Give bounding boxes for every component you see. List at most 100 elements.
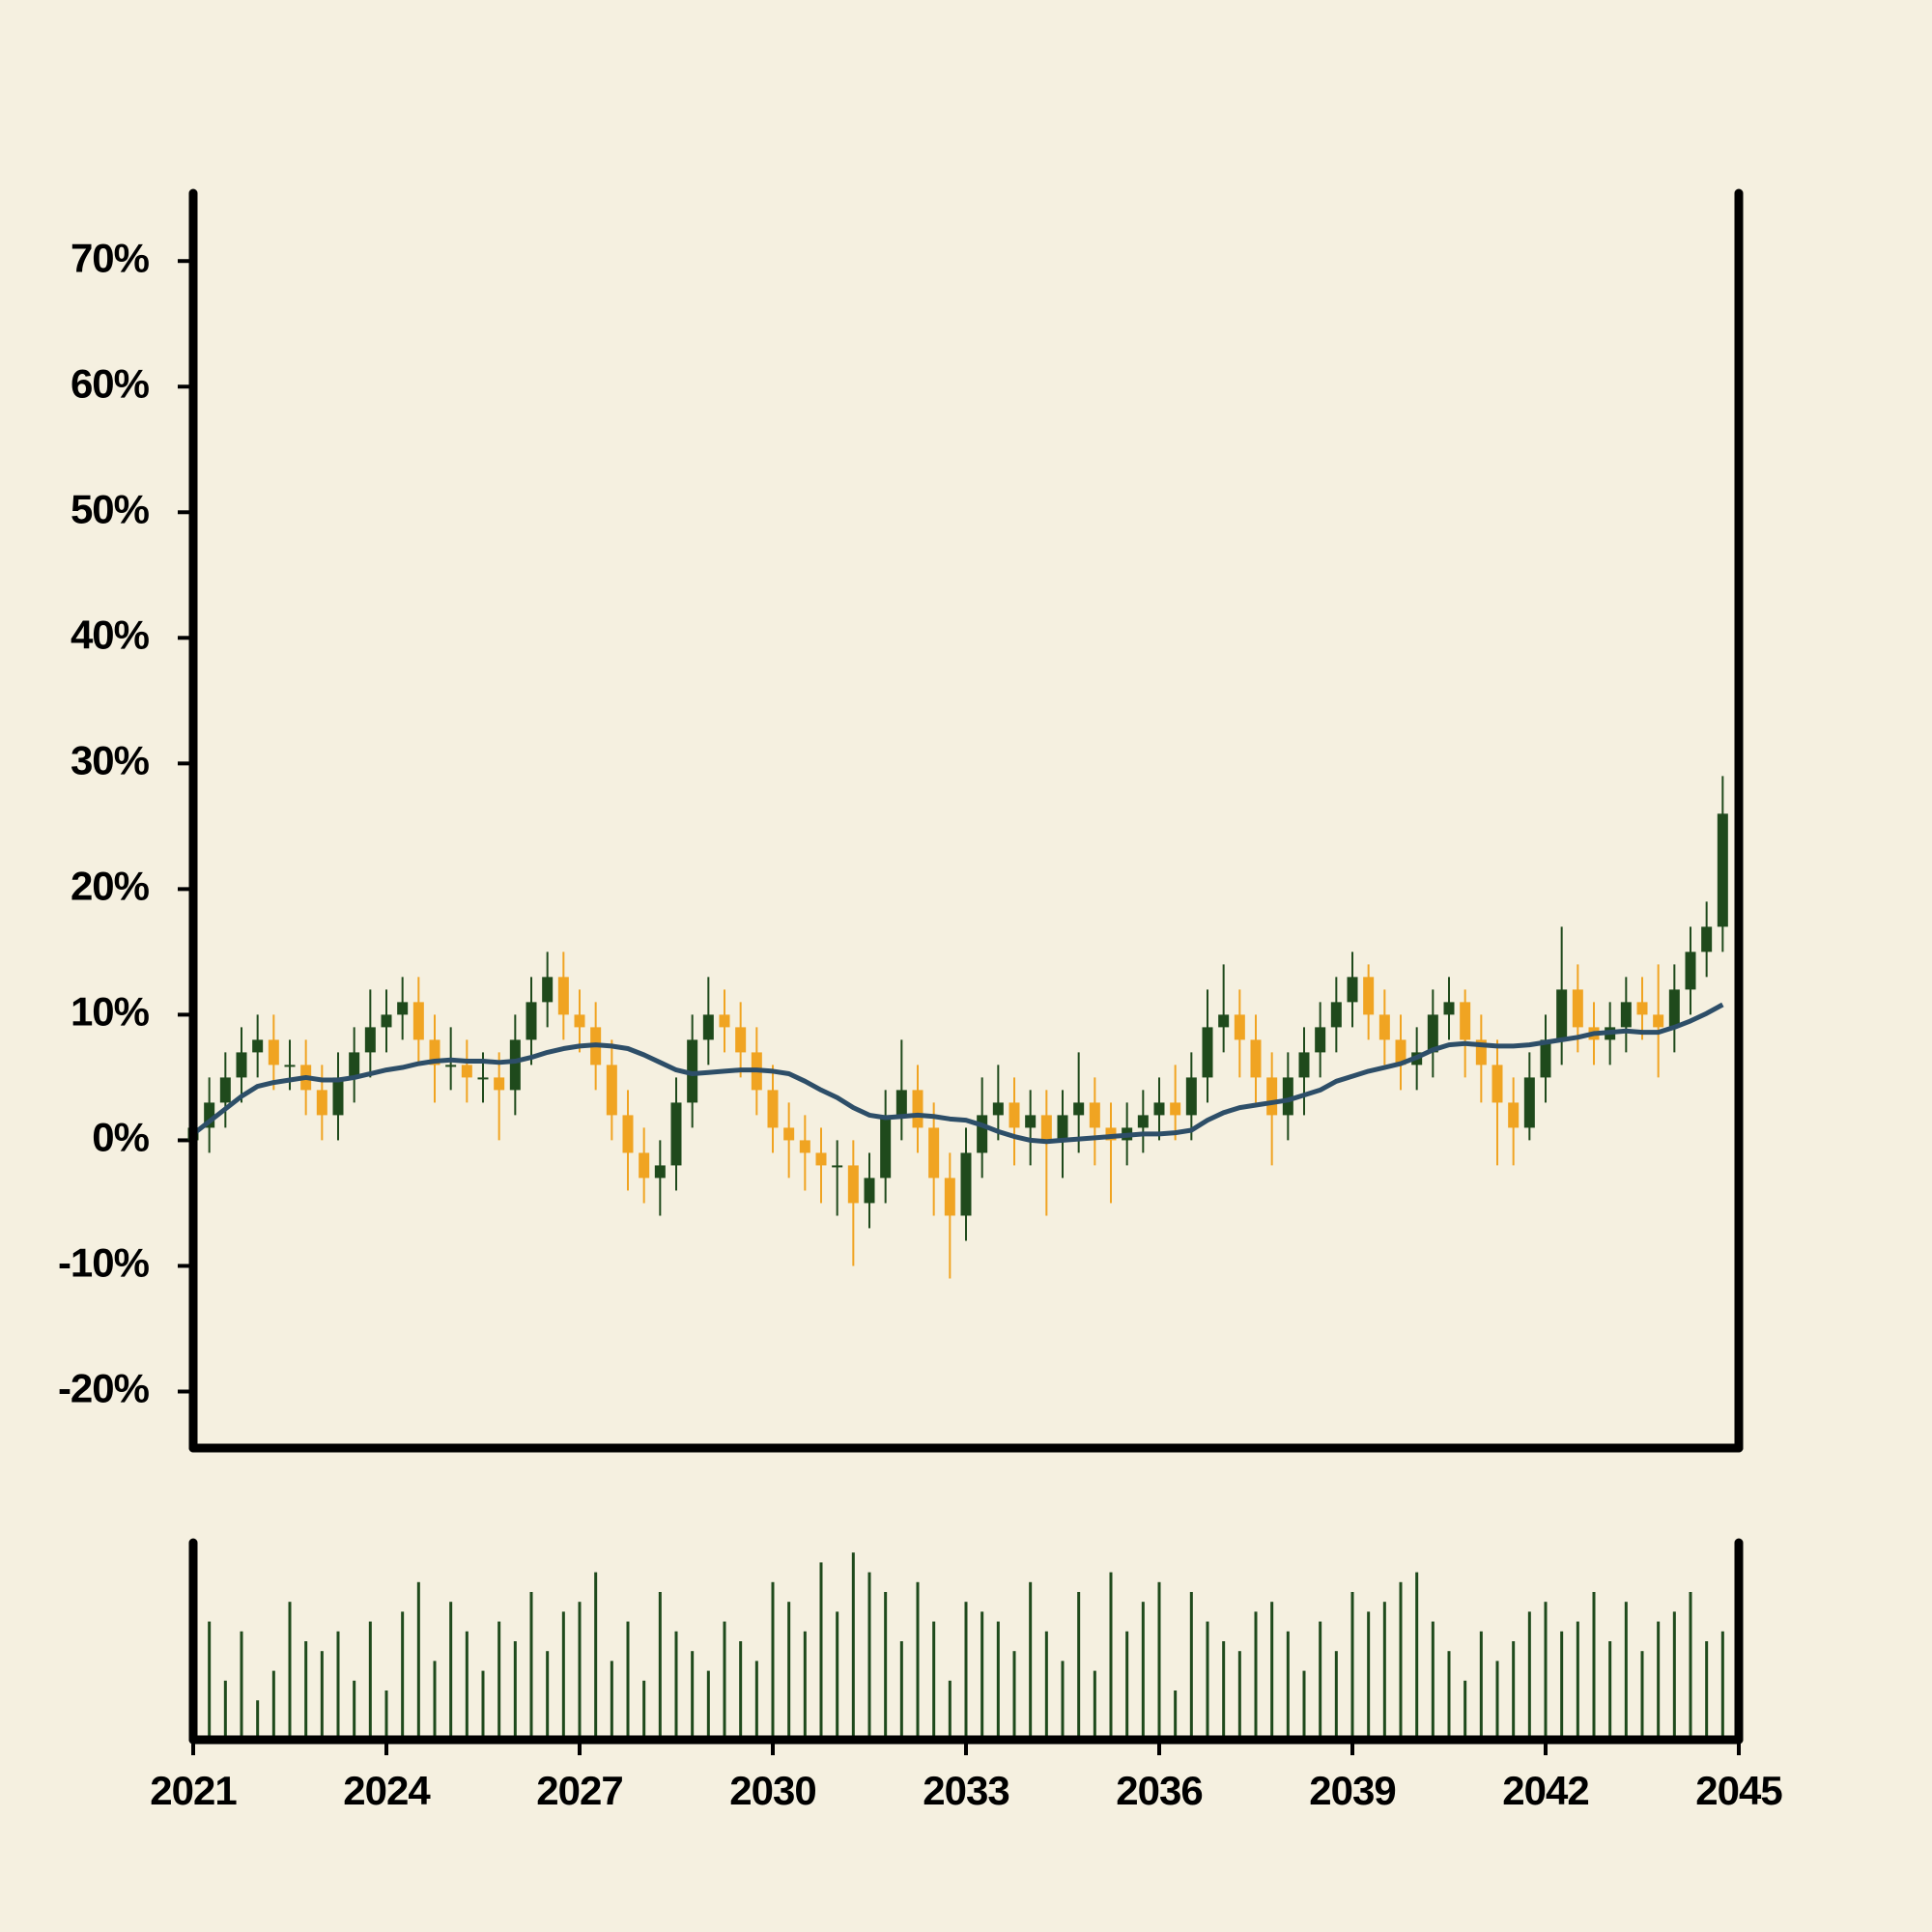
x-tick-label: 2021	[150, 1768, 237, 1813]
volume-bar	[288, 1602, 292, 1740]
volume-bar	[513, 1641, 517, 1740]
moving-average	[191, 1002, 1724, 1145]
volume-bar	[1093, 1670, 1096, 1740]
volume-bar	[368, 1621, 372, 1740]
candle-body	[1523, 1077, 1535, 1128]
candle-body	[1443, 1002, 1455, 1015]
candle-body	[992, 1102, 1004, 1116]
volume-bar	[1495, 1661, 1499, 1740]
candle-body	[397, 1002, 409, 1015]
candle-body	[1170, 1102, 1181, 1116]
volume-bar	[1479, 1631, 1483, 1740]
candle-body	[944, 1178, 955, 1216]
candle-body	[1073, 1102, 1085, 1116]
volume-bar	[1302, 1670, 1306, 1740]
candle-body	[606, 1065, 617, 1116]
volume-bar	[401, 1611, 405, 1740]
volume-bar	[1189, 1592, 1193, 1740]
candle-body	[735, 1027, 747, 1053]
candle-body	[687, 1039, 698, 1103]
volume-bar	[642, 1680, 646, 1740]
volume-bar	[240, 1631, 243, 1740]
volume-bar	[1044, 1631, 1048, 1740]
candle-body	[1298, 1052, 1310, 1078]
candle-body	[864, 1178, 875, 1204]
volume-bar	[1367, 1611, 1371, 1740]
volume-bar	[1447, 1651, 1451, 1740]
candle-body	[1395, 1039, 1406, 1065]
volume-bar	[320, 1651, 324, 1740]
volume-bar	[481, 1670, 485, 1740]
volume-bar	[739, 1641, 743, 1740]
volume-bar	[1222, 1641, 1226, 1740]
volume-bar	[529, 1592, 533, 1740]
volume-bar	[223, 1680, 227, 1740]
volume-bar	[1334, 1651, 1338, 1740]
volume-bar	[353, 1680, 356, 1740]
candle-body	[236, 1052, 247, 1078]
candle-body	[1572, 989, 1583, 1028]
candle-body	[767, 1090, 779, 1128]
x-tick-label: 2036	[1116, 1768, 1202, 1813]
candle-body	[268, 1039, 279, 1065]
volume-bar	[1077, 1592, 1081, 1740]
candle-body	[1234, 1014, 1245, 1040]
volume-bar	[1125, 1631, 1129, 1740]
volume-bar	[271, 1670, 275, 1740]
candle-body	[1347, 977, 1358, 1003]
candle-body	[1153, 1102, 1165, 1116]
candle-body	[1378, 1014, 1390, 1040]
volume-bar	[932, 1621, 936, 1740]
volume-bar	[691, 1651, 695, 1740]
candle-body	[332, 1077, 344, 1116]
x-tick-label: 2027	[536, 1768, 622, 1813]
candle-body	[1089, 1102, 1100, 1128]
x-tick-label: 2042	[1502, 1768, 1588, 1813]
volume-bar	[1527, 1611, 1531, 1740]
volume-bar	[1399, 1581, 1403, 1740]
volume-bar	[1254, 1611, 1258, 1740]
volume-bar	[851, 1552, 855, 1740]
candle-body	[702, 1014, 714, 1040]
candle-body	[832, 1165, 843, 1168]
volume-bar	[1720, 1631, 1724, 1740]
volume-bar	[610, 1661, 613, 1740]
volume-bar	[723, 1621, 726, 1740]
candle-body	[1282, 1077, 1293, 1116]
volume-bar	[449, 1602, 453, 1740]
candle-body	[1460, 1002, 1471, 1040]
volume-bar	[674, 1631, 678, 1740]
volume-bar	[706, 1670, 710, 1740]
candle-body	[1685, 952, 1696, 990]
volume-bar	[1141, 1602, 1145, 1740]
volume-bar	[867, 1572, 871, 1740]
candle-body	[639, 1152, 650, 1179]
candle-body	[895, 1090, 907, 1116]
y-tick-label: 30%	[71, 737, 150, 782]
candle-body	[1266, 1077, 1278, 1116]
candle-body	[252, 1039, 264, 1053]
candle-body	[1057, 1115, 1068, 1141]
candle-body	[880, 1115, 892, 1179]
candle-body	[1427, 1014, 1438, 1053]
volume-bar	[787, 1602, 791, 1740]
volume-bar	[546, 1651, 550, 1740]
volume-bar	[1657, 1621, 1661, 1740]
volume-bar	[1174, 1690, 1178, 1740]
candle-body	[429, 1039, 440, 1065]
candle-body	[542, 977, 554, 1003]
candle-body	[928, 1127, 940, 1179]
volume-bar	[1061, 1661, 1065, 1740]
volume-bar	[996, 1621, 1000, 1740]
candle-body	[526, 1002, 537, 1040]
y-tick-label: -10%	[58, 1240, 150, 1286]
volume-bar	[1576, 1621, 1579, 1740]
y-tick-label: 10%	[71, 988, 150, 1034]
volume-bar	[626, 1621, 630, 1740]
candle-body	[574, 1014, 585, 1028]
candle-body	[654, 1165, 666, 1179]
candle-body	[847, 1165, 859, 1204]
candle-body	[204, 1102, 215, 1128]
volume-bar	[465, 1631, 469, 1740]
